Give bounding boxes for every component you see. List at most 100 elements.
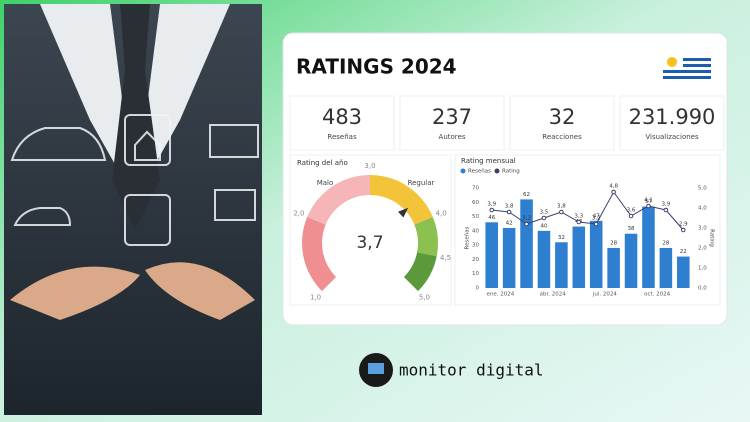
y-tick-label: 20 [472, 257, 479, 263]
y-tick-label: 30 [472, 243, 479, 249]
y2-tick-label: 1,0 [698, 266, 707, 272]
brand-logo [359, 353, 393, 387]
chart-panel [454, 154, 721, 306]
y-axis-title: Reseñas [465, 226, 471, 249]
y2-tick-label: 3,0 [698, 226, 707, 232]
rating-point [541, 215, 547, 221]
brand-name: monitor digital [399, 361, 544, 380]
bar-label: 28 [610, 241, 617, 247]
bar-label: 40 [540, 223, 547, 229]
x-tick-label: jul. 2024 [592, 292, 618, 298]
bar [555, 242, 568, 288]
kpi-card [399, 95, 505, 151]
rating-label: 3,8 [557, 204, 566, 210]
rating-point [663, 207, 669, 213]
gauge-value: 3,7 [356, 233, 383, 253]
rating-point [506, 209, 512, 215]
kpi-card [509, 95, 615, 151]
x-tick-label: oct. 2024 [644, 292, 671, 298]
rating-label: 4,1 [644, 198, 653, 204]
bar [485, 222, 498, 288]
kpi-value: 483 [322, 105, 362, 129]
kpi-value: 231.990 [629, 105, 716, 129]
legend-marker [460, 168, 466, 174]
legend-marker [494, 168, 500, 174]
rating-label: 3,9 [487, 202, 496, 208]
gauge-needle [398, 207, 409, 218]
rating-point [611, 189, 616, 195]
gauge-tick-label: 2,0 [293, 210, 304, 218]
gauge-tick-label: 4,5 [440, 254, 451, 262]
gauge-tick-label: 4,0 [436, 210, 447, 218]
bar-label: 22 [680, 249, 687, 255]
gauge-band [403, 252, 437, 292]
legend-label: Rating [502, 169, 520, 175]
kpi-card [619, 95, 725, 151]
kpi-value: 237 [432, 105, 472, 129]
gauge-zone-label: Regular [408, 179, 435, 187]
rating-point [524, 221, 529, 227]
gauge-zone-label: Malo [317, 179, 334, 187]
y2-tick-label: 4,0 [698, 206, 707, 212]
y-tick-label: 0 [476, 286, 480, 292]
rating-label: 4,8 [609, 184, 618, 190]
gauge-band [302, 216, 337, 292]
bar [589, 220, 603, 288]
bar [642, 206, 655, 288]
kpi-label: Reseñas [327, 133, 357, 141]
flag [663, 55, 711, 82]
rating-point [576, 219, 582, 225]
y-tick-label: 60 [472, 200, 479, 206]
kpi-label: Reacciones [542, 133, 582, 141]
bar [572, 226, 586, 288]
kpi-card [289, 95, 395, 151]
y-tick-label: 50 [472, 214, 479, 220]
y2-axis-title: Rating [709, 229, 715, 247]
rating-line [491, 191, 684, 231]
rating-label: 3,5 [540, 210, 549, 216]
bar-label: 42 [506, 221, 513, 227]
bar-label: 28 [662, 241, 669, 247]
x-tick-label: abr. 2024 [540, 292, 567, 298]
bar [537, 230, 551, 288]
rating-label: 3,8 [505, 204, 514, 210]
bar [607, 248, 620, 288]
kpi-value: 32 [549, 105, 576, 129]
gauge-tick-label: 1,0 [310, 293, 321, 301]
y2-tick-label: 0,0 [698, 286, 707, 292]
bar-label: 32 [558, 235, 565, 241]
rating-label: 3,6 [627, 208, 636, 214]
gauge-tick-label: 5,0 [419, 293, 430, 301]
y2-tick-label: 5,0 [698, 186, 707, 192]
rating-point [628, 213, 634, 219]
chart-title: Rating mensual [461, 157, 516, 165]
rating-point [559, 209, 564, 215]
bar [502, 228, 516, 288]
gauge-band [307, 175, 370, 225]
bar-label: 57 [645, 199, 652, 205]
bar [624, 233, 638, 288]
bar-label: 38 [628, 226, 635, 232]
bar-label: 46 [488, 215, 495, 221]
bar-label: 47 [593, 213, 600, 219]
dashboard-title: RATINGS 2024 [296, 55, 457, 79]
rating-label: 2,9 [679, 222, 688, 228]
y-tick-label: 40 [472, 228, 479, 234]
rating-point [489, 207, 495, 213]
kpi-label: Visualizaciones [645, 133, 699, 141]
rating-point [646, 203, 651, 209]
rating-point [680, 227, 686, 233]
y2-tick-label: 2,0 [698, 246, 707, 252]
y-tick-label: 70 [472, 186, 479, 192]
rating-point [593, 221, 599, 227]
gauge-title: Rating del año [297, 159, 348, 167]
gauge-band [414, 216, 438, 257]
kpi-label: Autores [439, 133, 466, 141]
photo [4, 4, 262, 415]
rating-label: 3,3 [574, 214, 583, 220]
x-tick-label: ene. 2024 [487, 292, 515, 298]
rating-label: 3,2 [522, 216, 531, 222]
bar [659, 248, 673, 288]
